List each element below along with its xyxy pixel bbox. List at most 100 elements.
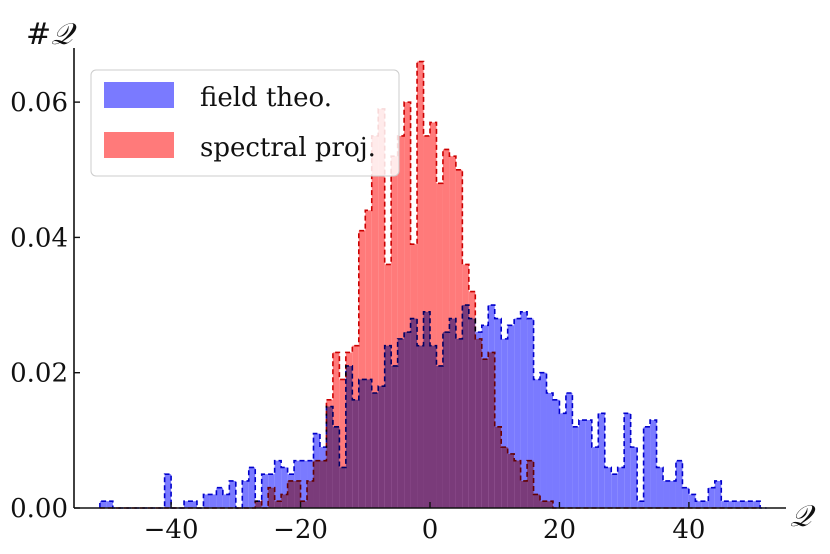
histogram-bar — [507, 325, 515, 508]
histogram-bar — [488, 352, 495, 508]
histogram-bar — [203, 494, 210, 508]
histogram-bar — [727, 501, 735, 508]
histogram-bar — [255, 501, 262, 508]
bars-layer — [99, 60, 767, 509]
histogram-bar — [365, 210, 372, 508]
histogram-bar — [695, 501, 702, 508]
histogram-bar — [552, 399, 560, 508]
histogram-bar — [527, 318, 534, 508]
histogram-bar — [514, 318, 521, 508]
histogram-bar — [669, 480, 676, 508]
x-tick-label: −40 — [144, 515, 199, 545]
histogram-bar — [546, 501, 553, 508]
histogram-bar — [546, 393, 553, 508]
histogram-bar — [410, 244, 418, 509]
histogram-bar — [663, 480, 670, 508]
y-axis-title: #𝒬 — [26, 17, 77, 52]
histogram-bar — [326, 399, 333, 508]
y-tick-label: 0.06 — [10, 88, 68, 118]
legend: field theo. spectral proj. — [90, 69, 400, 177]
histogram-bar — [391, 156, 398, 508]
histogram-bar — [184, 501, 191, 508]
x-tick-label: −20 — [273, 515, 328, 545]
y-tick-label: 0.02 — [10, 359, 68, 389]
histogram-bar — [656, 467, 664, 508]
histogram-bar — [209, 494, 217, 508]
histogram-bar — [572, 426, 579, 508]
legend-swatch-field-theo — [104, 82, 174, 108]
histogram-bar — [714, 480, 722, 508]
histogram-bar — [190, 501, 197, 508]
histogram-bar — [294, 480, 301, 508]
histogram-bar — [462, 264, 469, 508]
histogram-bar — [740, 501, 748, 508]
histogram-bar — [688, 494, 696, 508]
histogram-bar — [501, 338, 508, 508]
histogram-bar — [430, 122, 437, 508]
histogram-bar — [339, 379, 346, 508]
legend-swatch-spectral-proj — [104, 132, 174, 158]
histogram-bar — [99, 501, 107, 508]
histogram-bar — [630, 447, 638, 508]
histogram-bar — [734, 501, 741, 508]
histogram-bar — [436, 183, 443, 508]
histogram-bar — [287, 480, 295, 508]
histogram-bar — [358, 230, 366, 508]
histogram-bar — [164, 474, 172, 508]
histogram-bar — [404, 102, 411, 508]
histogram-bar — [417, 61, 424, 508]
histogram-bar — [682, 487, 689, 508]
series-outline — [99, 304, 767, 509]
histogram-bar — [455, 169, 463, 508]
histogram-bar — [242, 480, 249, 508]
histogram-bar — [449, 156, 456, 508]
histogram-bar — [307, 480, 314, 508]
histogram-bar — [378, 108, 385, 508]
x-tick-label: 0 — [422, 515, 439, 545]
histogram-bar — [319, 460, 327, 508]
y-tick-label: 0.04 — [10, 223, 68, 253]
histogram-bar — [281, 494, 288, 508]
histogram-bar — [313, 460, 320, 508]
histogram-bar — [274, 501, 282, 508]
histogram-bar — [494, 426, 502, 508]
histogram-bar — [617, 467, 625, 508]
histogram-bar — [229, 480, 236, 508]
histogram-bar — [281, 467, 288, 508]
histogram-bar — [540, 372, 547, 508]
histogram-bar — [248, 467, 256, 508]
histogram-bar — [604, 467, 612, 508]
histogram-bar — [540, 501, 547, 508]
histogram-bar — [598, 413, 605, 508]
histogram-bar — [475, 338, 482, 508]
histogram-bar — [494, 318, 502, 508]
histogram-bar — [643, 426, 651, 508]
histogram-bar — [261, 474, 269, 508]
histogram-bar — [216, 487, 223, 508]
histogram-bar — [468, 291, 476, 508]
histogram-bar — [423, 135, 430, 509]
histogram-bar — [753, 501, 761, 508]
y-tick-label: 0.00 — [10, 494, 68, 524]
histogram-bar — [533, 379, 541, 508]
histogram-bar — [268, 487, 275, 508]
histogram-bar — [520, 311, 528, 508]
histogram-bar — [624, 413, 631, 508]
x-axis-title: 𝒬 — [790, 499, 816, 534]
histogram-bar — [650, 420, 657, 508]
histogram-bar — [274, 460, 282, 508]
x-tick-label: 40 — [672, 515, 705, 545]
histogram-bar — [565, 393, 573, 508]
legend-label-field-theo: field theo. — [200, 83, 332, 113]
histogram-bar — [384, 264, 392, 508]
histogram-bar — [507, 453, 515, 508]
histogram-bar — [578, 420, 586, 508]
histogram-bar — [222, 494, 230, 508]
histogram-bar — [397, 135, 405, 509]
histogram-bar — [442, 149, 450, 508]
histogram-bar — [332, 352, 340, 508]
legend-label-spectral-proj: spectral proj. — [200, 133, 376, 163]
histogram-bar — [591, 447, 599, 508]
histogram-bar — [721, 501, 728, 508]
histogram-bar — [533, 494, 541, 508]
